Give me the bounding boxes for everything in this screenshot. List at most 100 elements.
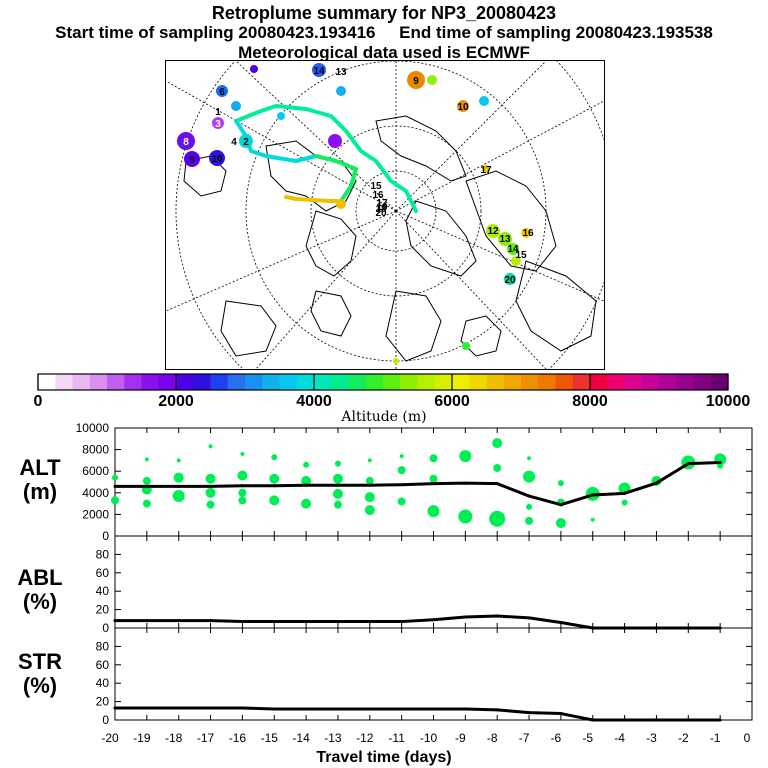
colorbar-swatch — [486, 374, 505, 390]
coastline — [405, 200, 477, 277]
series-point — [463, 707, 467, 711]
colorbar-swatch — [72, 374, 91, 390]
colorbar-swatch — [693, 374, 712, 390]
series-point — [177, 706, 181, 710]
cluster-marker — [336, 86, 346, 96]
str-ylabel: STR (%) — [5, 650, 75, 698]
plot-frame — [114, 535, 753, 629]
series-point — [113, 619, 117, 623]
cluster-point — [142, 476, 151, 485]
y-tick-label: 20 — [96, 695, 110, 709]
cluster-point — [176, 458, 181, 463]
trajectory-label: 19 — [376, 202, 388, 213]
series-point — [591, 718, 595, 722]
series-point — [240, 484, 244, 488]
series-point — [686, 462, 690, 466]
x-tick-label: -7 — [519, 731, 530, 745]
series-point — [559, 712, 563, 716]
cluster-point — [301, 475, 312, 486]
meridian — [255, 210, 397, 369]
y-tick-label: 40 — [96, 676, 110, 690]
y-tick-label: 4000 — [82, 486, 109, 500]
meridian — [395, 210, 604, 302]
series-point — [623, 718, 627, 722]
series-point — [559, 620, 563, 624]
cluster-marker — [498, 232, 512, 246]
cluster-point — [142, 499, 151, 508]
cluster-point — [111, 496, 119, 505]
abl-ylabel-line2: (%) — [22, 589, 58, 614]
cluster-point — [238, 488, 247, 497]
x-tick-label: -6 — [551, 731, 562, 745]
series-line — [115, 614, 721, 630]
cluster-point — [269, 473, 280, 484]
cluster-marker — [486, 224, 500, 238]
coastline — [515, 260, 597, 352]
map-label: 13 — [335, 67, 347, 78]
x-tick-label: -8 — [487, 731, 498, 745]
cluster-marker — [521, 228, 531, 238]
trajectory — [234, 104, 418, 213]
colorbar-swatch — [331, 374, 349, 390]
colorbar-swatch — [555, 374, 574, 390]
trajectory-label: 16 — [372, 190, 384, 201]
cluster-marker — [177, 132, 195, 150]
colorbar-swatch — [417, 374, 436, 390]
colorbar-swatch — [245, 374, 263, 390]
series-point — [113, 484, 117, 488]
start-time-label: Start time of sampling 20080423.193416 — [55, 23, 376, 42]
meridian — [395, 210, 547, 369]
y-tick-label: 6000 — [82, 464, 109, 478]
series-point — [240, 620, 244, 624]
trajectory-clusters — [177, 63, 531, 364]
y-tick-label: 2000 — [82, 507, 109, 521]
x-tick-label: -18 — [165, 731, 183, 745]
cluster-point — [206, 500, 215, 509]
map-label: 4 — [231, 137, 237, 148]
cluster-marker — [212, 117, 224, 129]
cluster-marker — [231, 101, 241, 111]
series-point — [209, 706, 213, 710]
cluster-point — [557, 480, 564, 487]
cluster-marker — [393, 358, 399, 364]
cluster-marker — [312, 63, 326, 77]
cluster-marker — [277, 112, 285, 120]
x-tick-label: -19 — [133, 731, 151, 745]
colorbar-swatch — [210, 374, 229, 390]
colorbar-swatch — [452, 374, 470, 390]
map-label: 15 — [515, 250, 527, 261]
cluster-marker — [504, 273, 516, 285]
cluster-point — [269, 495, 280, 506]
series-point — [527, 616, 531, 620]
y-tick-label: 20 — [96, 603, 110, 617]
map-label: 17 — [480, 165, 492, 176]
colorbar-swatch — [158, 374, 177, 390]
colorbar-swatch — [124, 374, 142, 390]
colorbar-swatch — [141, 374, 160, 390]
cluster-point — [717, 462, 724, 469]
x-tick-label: -14 — [292, 731, 310, 745]
cluster-point — [427, 505, 440, 518]
series-point — [463, 615, 467, 619]
coastline — [375, 115, 467, 182]
plot-frame — [114, 627, 753, 721]
cluster-point — [301, 498, 312, 509]
meridian — [395, 61, 547, 212]
cluster-point — [144, 457, 149, 462]
meridian — [235, 61, 397, 212]
series-point — [463, 481, 467, 485]
coastline — [310, 290, 352, 337]
colorbar-swatch — [659, 374, 677, 390]
map-label: 8 — [183, 137, 189, 148]
colorbar-swatch — [89, 374, 108, 390]
cluster-point — [238, 496, 247, 505]
cluster-point — [365, 476, 374, 485]
series-point — [368, 483, 372, 487]
series-point — [432, 618, 435, 622]
map-label: 13 — [499, 234, 511, 245]
cluster-point — [332, 473, 343, 484]
colorbar-tick-label: 8000 — [572, 393, 608, 410]
trajectory-label: 20 — [375, 208, 387, 219]
y-tick-label: 60 — [96, 658, 110, 672]
met-data-label: Meteorological data used is ECMWF — [238, 43, 530, 62]
